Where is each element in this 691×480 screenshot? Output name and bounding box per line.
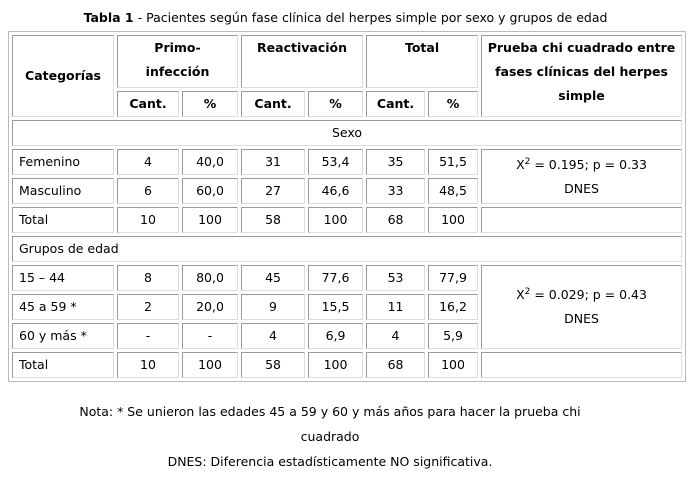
section-edad: Grupos de edad — [12, 236, 682, 262]
row-category: Total — [12, 352, 114, 378]
header-primo: Primo-infección — [117, 35, 239, 88]
test-edad: X2 = 0.029; p = 0.43 DNES — [481, 265, 682, 349]
cell: 6 — [117, 178, 179, 204]
cell: 53,4 — [308, 149, 364, 175]
table-row: Masculino 6 60,0 27 46,6 33 48,5 — [12, 178, 682, 204]
chi-exponent: 2 — [524, 156, 531, 167]
cell: 4 — [117, 149, 179, 175]
row-category: Masculino — [12, 178, 114, 204]
table-row: 15 – 44 8 80,0 45 77,6 53 77,9 X2 = 0.029; p … — [12, 265, 682, 349]
cell: 100 — [308, 352, 364, 378]
caption-label: Tabla 1 — [83, 10, 134, 25]
header-reactivacion: Reactivación — [241, 35, 364, 88]
cell: 100 — [308, 207, 364, 233]
header-cant: Cant. — [241, 91, 306, 117]
cell: 45 — [241, 265, 306, 291]
cell: 46,6 — [308, 178, 364, 204]
note-line-2: cuadrado — [300, 429, 360, 444]
cell: 31 — [241, 149, 306, 175]
data-table: Categorías Primo-infección Reactivación … — [8, 31, 686, 382]
cell: 11 — [366, 294, 426, 320]
cell: 5,9 — [428, 323, 479, 349]
note-line-1: Nota: * Se unieron las edades 45 a 59 y … — [79, 404, 581, 419]
cell: 35 — [366, 149, 426, 175]
header-pct: % — [428, 91, 479, 117]
cell: 9 — [241, 294, 306, 320]
chi-symbol: X — [516, 156, 525, 172]
cell: 10 — [117, 207, 179, 233]
header-primo-line1: Primo- — [154, 40, 201, 55]
header-pct: % — [308, 91, 364, 117]
cell: 40,0 — [182, 149, 239, 175]
note-line-3: DNES: Diferencia estadísticamente NO sig… — [167, 454, 493, 469]
chi-stat: = 0.029; p = 0.43 — [530, 287, 647, 302]
table-row: 60 y más * - -4 6,9 4 5,9 — [12, 323, 682, 349]
cell: 20,0 — [182, 294, 239, 320]
cell: 58 — [241, 352, 306, 378]
cell: 4 — [241, 323, 306, 349]
test-sexo: X2 = 0.195; p = 0.33 DNES — [481, 149, 682, 204]
section-sexo: Sexo — [12, 120, 682, 146]
cell: 80,0 — [182, 265, 239, 291]
cell: 100 — [182, 352, 239, 378]
header-primo-line2: infección — [145, 64, 210, 79]
empty-cell — [481, 207, 682, 233]
table-row: Femenino 4 40,0 31 53,4 35 51,5 X2 = 0.195; p… — [12, 149, 682, 204]
chi-symbol: X — [516, 287, 525, 302]
table-caption: Tabla 1 - Pacientes según fase clínica d… — [0, 9, 691, 27]
cell: 100 — [428, 207, 479, 233]
cell: - — [117, 323, 179, 349]
chi-significance: DNES — [564, 311, 599, 326]
chi-significance: DNES — [564, 180, 599, 196]
row-category: 45 a 59 * — [12, 294, 114, 320]
cell: 68 — [366, 352, 426, 378]
cell: 16,2 — [428, 294, 479, 320]
cell: 2 — [117, 294, 179, 320]
header-total: Total — [366, 35, 479, 88]
header-pct: % — [182, 91, 239, 117]
table-row: Total 10 100 58 100 68 100 — [12, 352, 682, 378]
cell: 6,9 — [308, 323, 364, 349]
cell: 60,0 — [182, 178, 239, 204]
chi-exponent: 2 — [524, 286, 531, 297]
cell: 77,6 — [308, 265, 364, 291]
cell: - — [182, 323, 239, 349]
cell: 100 — [182, 207, 239, 233]
cell: 4 — [366, 323, 426, 349]
header-prueba: Prueba chi cuadrado entre fases clínicas… — [481, 35, 682, 117]
empty-cell — [481, 352, 682, 378]
chi-stat: = 0.195; p = 0.33 — [530, 156, 647, 172]
row-category: Total — [12, 207, 114, 233]
cell: 77,9 — [428, 265, 479, 291]
cell: 10 — [117, 352, 179, 378]
cell: 100 — [428, 352, 479, 378]
cell: 33 — [366, 178, 426, 204]
cell: 53 — [366, 265, 426, 291]
cell: 8 — [117, 265, 179, 291]
table-row: Total 10 100 58 100 68 100 — [12, 207, 682, 233]
cell: 51,5 — [428, 149, 479, 175]
row-category: Femenino — [12, 149, 114, 175]
row-category: 15 – 44 — [12, 265, 114, 291]
cell: 27 — [241, 178, 306, 204]
header-cant: Cant. — [117, 91, 179, 117]
table-row: 45 a 59 * 2 20,0 9 15,5 11 16,2 — [12, 294, 682, 320]
cell: 48,5 — [428, 178, 479, 204]
cell: 58 — [241, 207, 306, 233]
header-categorias: Categorías — [12, 35, 114, 117]
row-category: 60 y más * — [12, 323, 114, 349]
header-cant: Cant. — [366, 91, 426, 117]
caption-text: - Pacientes según fase clínica del herpe… — [133, 10, 608, 25]
cell: 68 — [366, 207, 426, 233]
cell: 15,5 — [308, 294, 364, 320]
